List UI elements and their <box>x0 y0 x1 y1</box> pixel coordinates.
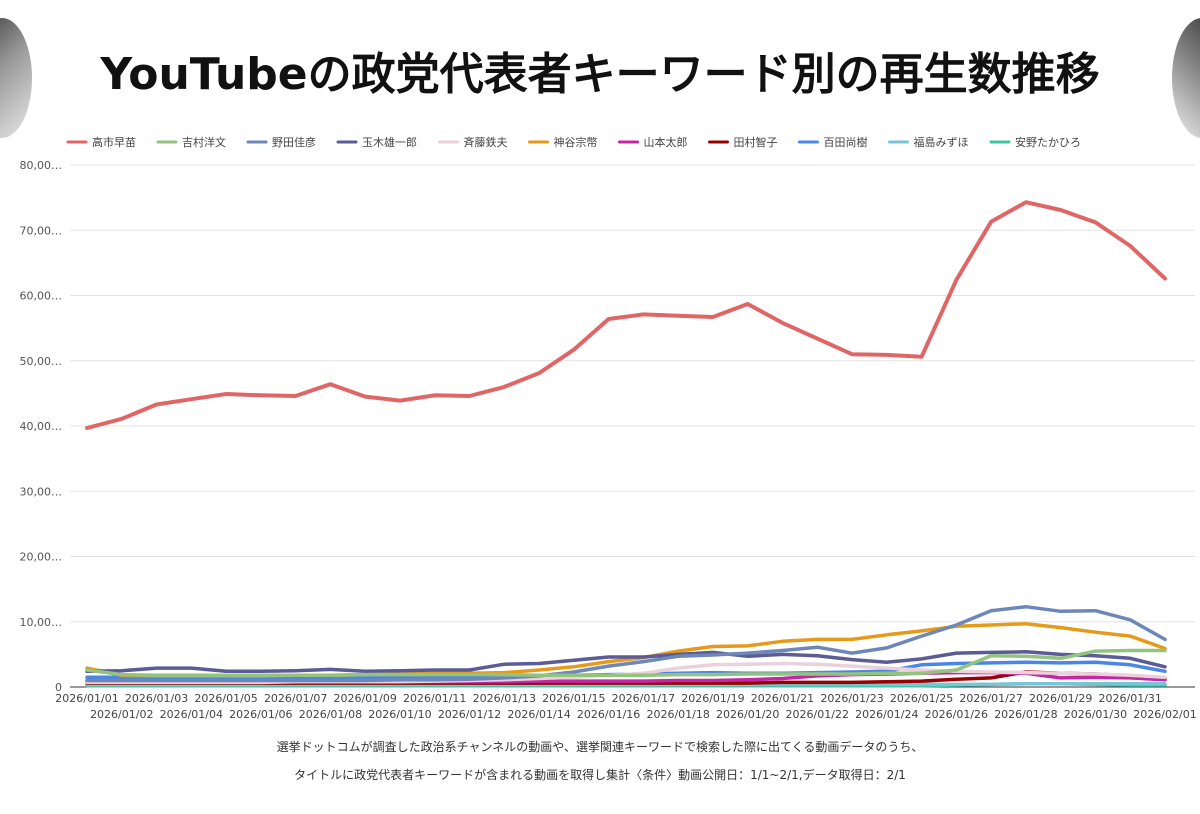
legend-label-9: 百田尚樹 <box>824 135 868 149</box>
y-tick-label-4: 40,00… <box>20 420 63 433</box>
x-tick-label-17: 2026/01/17 <box>612 692 675 705</box>
x-tick-label-31: 2026/01/31 <box>1099 692 1162 705</box>
x-tick-label-23: 2026/01/23 <box>820 692 883 705</box>
x-tick-label-11: 2026/01/11 <box>403 692 466 705</box>
y-tick-label-3: 30,00… <box>20 485 63 498</box>
y-tick-label-5: 50,00… <box>20 355 63 368</box>
page-title: YouTubeの政党代表者キーワード別の再生数推移 <box>100 49 1100 100</box>
x-tick-label-32: 2026/02/01 <box>1133 708 1196 721</box>
x-tick-label-20: 2026/01/20 <box>716 708 779 721</box>
y-tick-label-2: 20,00… <box>20 551 63 564</box>
x-tick-label-16: 2026/01/16 <box>577 708 640 721</box>
legend-label-3: 野田佳彦 <box>272 135 316 149</box>
x-tick-label-9: 2026/01/09 <box>333 692 396 705</box>
x-tick-label-3: 2026/01/03 <box>125 692 188 705</box>
x-tick-label-22: 2026/01/22 <box>786 708 849 721</box>
x-tick-label-4: 2026/01/04 <box>160 708 223 721</box>
legend-label-8: 田村智子 <box>734 135 778 149</box>
legend-label-5: 斉藤鉄夫 <box>464 135 508 149</box>
x-tick-label-18: 2026/01/18 <box>646 708 709 721</box>
x-tick-label-12: 2026/01/12 <box>438 708 501 721</box>
x-tick-label-19: 2026/01/19 <box>681 692 744 705</box>
x-tick-label-7: 2026/01/07 <box>264 692 327 705</box>
caption-line-2: タイトルに政党代表者キーワードが含まれる動画を取得し集計〈条件〉動画公開日：1/… <box>294 768 906 782</box>
x-tick-label-10: 2026/01/10 <box>368 708 431 721</box>
x-tick-label-5: 2026/01/05 <box>194 692 257 705</box>
series-line-4 <box>85 650 1167 674</box>
x-tick-label-28: 2026/01/28 <box>994 708 1057 721</box>
x-tick-label-13: 2026/01/13 <box>473 692 536 705</box>
line-chart: 高市早苗 吉村洋文 野田佳彦 玉木雄一郎 斉藤鉄夫 神谷宗幣 山本太郎 田村智子 百田尚樹 福島み… <box>20 135 1197 721</box>
x-tick-label-14: 2026/01/14 <box>507 708 570 721</box>
x-tick-label-24: 2026/01/24 <box>855 708 918 721</box>
y-tick-label-7: 70,00… <box>20 224 63 237</box>
legend-label-4: 玉木雄一郎 <box>362 135 417 149</box>
x-tick-label-29: 2026/01/29 <box>1029 692 1092 705</box>
y-tick-label-6: 60,00… <box>20 290 63 303</box>
x-tick-label-21: 2026/01/21 <box>751 692 814 705</box>
y-tick-label-8: 80,00… <box>20 159 63 172</box>
x-tick-label-15: 2026/01/15 <box>542 692 605 705</box>
x-tick-label-6: 2026/01/06 <box>229 708 292 721</box>
y-tick-label-0: 0 <box>55 681 62 694</box>
caption-line-1: 選挙ドットコムが調査した政治系チャンネルの動画や、選挙関連キーワードで検索した際… <box>276 740 924 754</box>
y-tick-label-1: 10,00… <box>20 616 63 629</box>
x-tick-label-30: 2026/01/30 <box>1064 708 1127 721</box>
x-tick-label-25: 2026/01/25 <box>890 692 953 705</box>
legend-label-2: 吉村洋文 <box>182 135 226 149</box>
series-line-3 <box>85 604 1167 683</box>
x-tick-label-1: 2026/01/01 <box>55 692 118 705</box>
series-line-2 <box>85 648 1167 678</box>
legend-label-10: 福島みずほ <box>914 135 969 149</box>
legend-label-6: 神谷宗幣 <box>554 135 598 149</box>
legend-label-1: 高市早苗 <box>92 135 136 149</box>
x-tick-label-26: 2026/01/26 <box>925 708 988 721</box>
legend-label-7: 山本太郎 <box>644 135 688 149</box>
x-tick-label-8: 2026/01/08 <box>299 708 362 721</box>
series-line-6 <box>85 621 1167 678</box>
legend-label-11: 安野たかひろ <box>1015 135 1081 149</box>
x-tick-label-27: 2026/01/27 <box>959 692 1022 705</box>
series-line-1 <box>85 200 1167 430</box>
x-tick-label-2: 2026/01/02 <box>90 708 153 721</box>
